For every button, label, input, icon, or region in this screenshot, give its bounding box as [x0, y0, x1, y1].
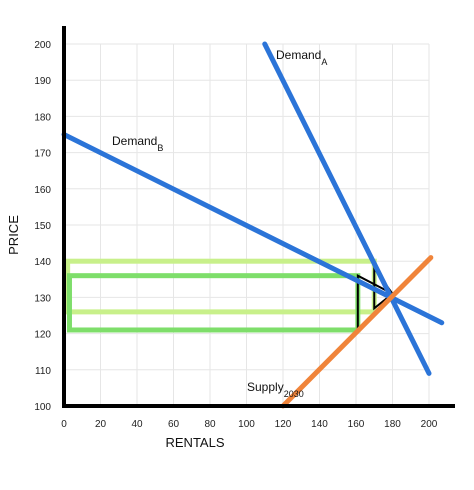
y-tick-label: 180 [34, 112, 51, 123]
label-subscript: B [157, 143, 163, 153]
supply-label: Supply2030 [247, 380, 304, 399]
x-axis-title: RENTALS [166, 435, 225, 450]
tick-labels: 0 20 40 60 80 100 120 140 160 180 200 100 110 120 130 1… [34, 40, 437, 430]
y-tick-label: 140 [34, 257, 51, 268]
y-tick-label: 130 [34, 293, 51, 304]
x-tick-label: 80 [204, 419, 216, 430]
label-main: Demand [112, 134, 157, 148]
label-main: Demand [276, 48, 321, 62]
demand-label: DemandA [276, 48, 327, 67]
x-tick-label: 140 [311, 419, 328, 430]
x-tick-label: 180 [384, 419, 401, 430]
demand-label: DemandB [112, 134, 163, 153]
y-tick-label: 170 [34, 149, 51, 160]
y-tick-label: 160 [34, 185, 51, 196]
y-axis-title: PRICE [6, 215, 21, 255]
x-tick-label: 40 [131, 419, 143, 430]
demand-line [61, 132, 445, 326]
x-tick-label: 120 [275, 419, 292, 430]
x-tick-label: 160 [348, 419, 365, 430]
label-subscript: A [321, 57, 327, 67]
x-tick-label: 200 [421, 419, 438, 430]
x-tick-label: 100 [238, 419, 255, 430]
y-tick-label: 150 [34, 221, 51, 232]
y-tick-label: 100 [34, 402, 51, 413]
demand-line [262, 41, 432, 376]
label-subscript: 2030 [284, 389, 304, 399]
label-main: Supply [247, 380, 284, 394]
series-lines [61, 41, 445, 409]
x-tick-label: 0 [61, 419, 67, 430]
x-tick-label: 60 [168, 419, 180, 430]
x-tick-label: 20 [95, 419, 107, 430]
y-tick-label: 110 [35, 366, 51, 377]
supply-line [280, 255, 434, 409]
y-tick-label: 190 [34, 76, 51, 87]
axes [62, 26, 455, 408]
y-tick-label: 200 [34, 40, 51, 51]
inner-rectangle [66, 273, 361, 333]
y-tick-label: 120 [34, 330, 51, 341]
